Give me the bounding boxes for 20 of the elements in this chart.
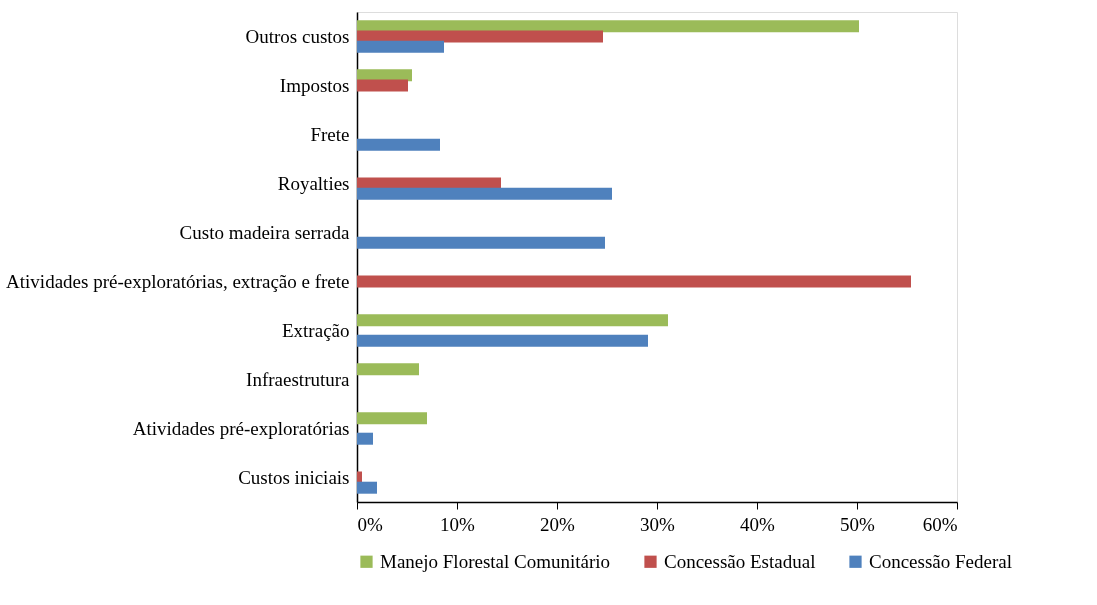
- legend-label: Concessão Federal: [869, 550, 1012, 572]
- x-tick-label: 30%: [640, 513, 676, 535]
- y-tick-label: Custos iniciais: [238, 466, 350, 488]
- y-tick-label: Frete: [310, 123, 350, 145]
- y-tick-label: Impostos: [279, 74, 350, 96]
- x-tick-label: 0%: [357, 513, 383, 535]
- x-tick-label: 40%: [740, 513, 776, 535]
- y-tick-label: Extração: [281, 319, 350, 341]
- x-tick-label: 50%: [840, 513, 876, 535]
- legend-label: Concessão Estadual: [664, 550, 816, 572]
- x-tick-label: 10%: [440, 513, 476, 535]
- x-tick-label: 60%: [922, 513, 958, 535]
- y-tick-label: Infraestrutura: [246, 368, 351, 390]
- y-tick-label: Outros custos: [245, 25, 350, 47]
- y-tick-label: Atividades pré-exploratórias, extração e frete: [6, 270, 350, 292]
- legend-label: Manejo Florestal Comunitário: [380, 550, 611, 572]
- y-tick-label: Custo madeira serrada: [179, 221, 351, 243]
- x-tick-label: 20%: [540, 513, 576, 535]
- y-tick-label: Royalties: [277, 172, 350, 194]
- y-tick-label: Atividades pré-exploratórias: [132, 417, 350, 439]
